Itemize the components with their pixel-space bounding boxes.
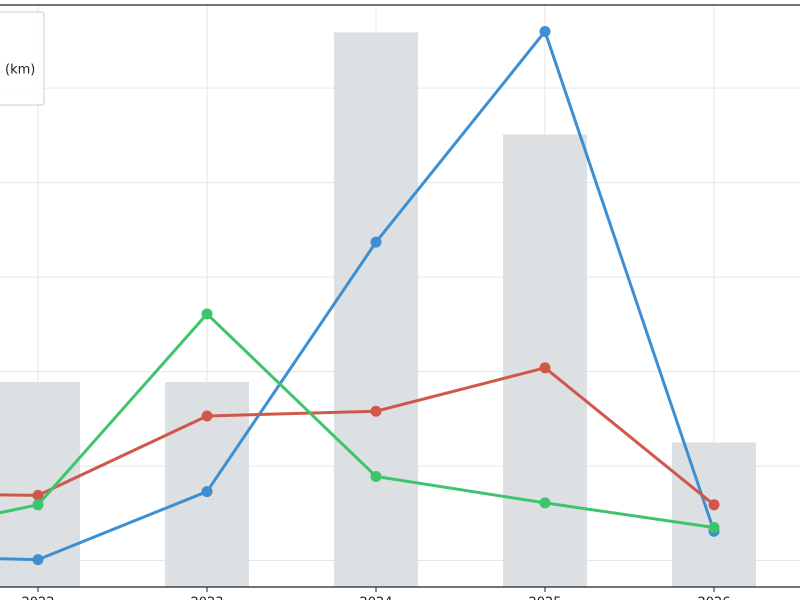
- legend-label: (km): [5, 63, 35, 78]
- x-tick-label: 2025: [528, 596, 561, 600]
- line-series: [0, 312, 715, 529]
- line-marker: [370, 236, 382, 248]
- line-marker: [539, 497, 551, 509]
- line-marker: [32, 554, 44, 566]
- line-marker: [201, 410, 213, 422]
- bar: [672, 442, 756, 587]
- legend: (km): [0, 11, 45, 106]
- line-marker: [32, 499, 44, 511]
- x-tick-label: 2024: [359, 596, 392, 600]
- line-marker: [201, 308, 213, 320]
- line-marker: [539, 362, 551, 374]
- bar: [503, 134, 587, 588]
- bar: [334, 32, 418, 587]
- x-tick-label: 2022: [21, 596, 54, 600]
- x-tick-label: 2023: [190, 596, 223, 600]
- line-series: [0, 29, 716, 562]
- line-series: [0, 366, 715, 506]
- lines: [0, 25, 720, 566]
- line-marker: [370, 405, 382, 417]
- line-marker: [708, 521, 720, 533]
- bars: [0, 32, 756, 588]
- line-marker: [201, 486, 213, 498]
- bar: [0, 381, 80, 587]
- line-marker: [708, 499, 720, 511]
- legend-box: [0, 11, 45, 106]
- line-marker: [32, 489, 44, 501]
- x-tick-label: 2026: [697, 596, 730, 600]
- line-marker: [539, 25, 551, 37]
- line-marker: [370, 470, 382, 482]
